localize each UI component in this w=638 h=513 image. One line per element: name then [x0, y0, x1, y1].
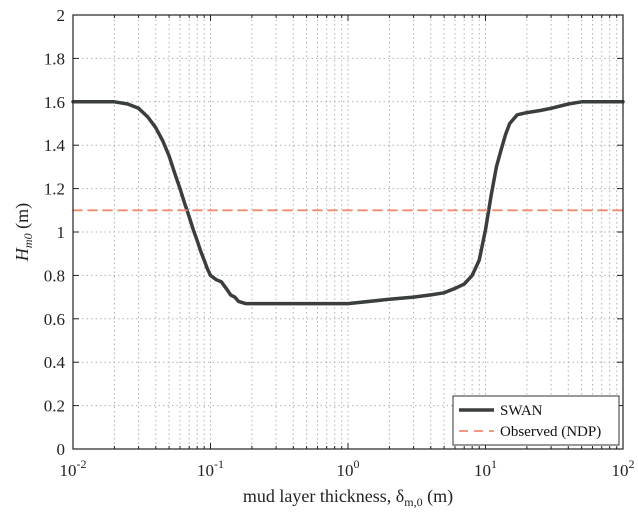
x-tick-label-base: 10: [337, 461, 354, 480]
x-tick-label-base: 10: [474, 461, 491, 480]
y-tick-label: 2: [57, 6, 66, 25]
legend-label-swan: SWAN: [500, 403, 543, 419]
y-tick-label: 1.2: [44, 180, 65, 199]
legend: SWAN Observed (NDP): [452, 395, 620, 446]
series-line-0: [71, 100, 625, 306]
x-tick-label-exponent: 2: [629, 457, 635, 471]
x-tick-label: 100: [337, 457, 360, 480]
x-axis-label: mud layer thickness, δm,0 (m): [243, 486, 453, 509]
grid: [73, 15, 623, 449]
x-tick-label: 10-1: [197, 457, 224, 480]
x-tick-label-base: 10: [60, 461, 77, 480]
series-lines: [71, 100, 625, 306]
legend-label-observed: Observed (NDP): [500, 424, 601, 440]
y-tick-label: 1.8: [44, 49, 65, 68]
y-tick-label: 0.6: [44, 310, 65, 329]
plot-frame: [72, 14, 624, 450]
x-tick-label-exponent: 1: [491, 457, 497, 471]
x-tick-label-exponent: -2: [77, 457, 87, 471]
y-tick-label: 1.6: [44, 93, 65, 112]
y-axis-label: Hm0 (m): [12, 203, 35, 262]
x-tick-label-base: 10: [612, 461, 629, 480]
y-tick-label: 1: [57, 223, 66, 242]
x-tick-label-exponent: 0: [354, 457, 360, 471]
x-tick-label-base: 10: [197, 461, 214, 480]
y-tick-label: 0.4: [44, 353, 66, 372]
y-tick-label: 0.2: [44, 397, 65, 416]
y-tick-label: 0.8: [44, 266, 65, 285]
x-tick-label: 102: [612, 457, 635, 480]
legend-box: [452, 395, 620, 446]
y-tick-label: 0: [57, 440, 66, 459]
x-tick-label: 10-2: [60, 457, 87, 480]
x-tick-label-exponent: -1: [214, 457, 224, 471]
x-tick-label: 101: [474, 457, 497, 480]
y-tick-label: 1.4: [44, 136, 66, 155]
